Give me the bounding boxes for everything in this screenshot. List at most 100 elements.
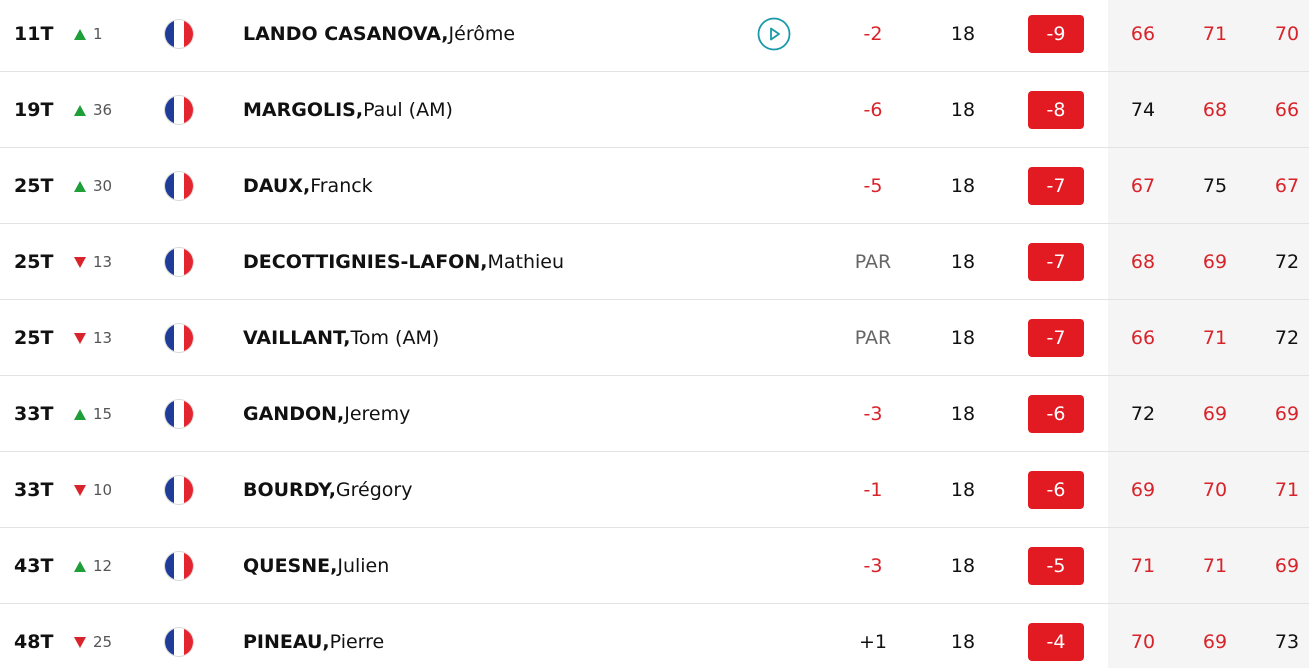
movement-count: 36 bbox=[93, 101, 113, 119]
round-3-score: 69 bbox=[1274, 403, 1300, 425]
table-row[interactable]: 33T 15 GANDON, Jeremy -3 18 -6 72 69 69 bbox=[0, 376, 1309, 452]
round-1-score: 69 bbox=[1130, 479, 1156, 501]
player-name[interactable]: BOURDY, Grégory bbox=[243, 452, 763, 528]
total-score-badge: -7 bbox=[1028, 319, 1084, 357]
position: 25T bbox=[14, 175, 54, 197]
player-name[interactable]: PINEAU, Pierre bbox=[243, 604, 763, 668]
movement-count: 13 bbox=[93, 253, 113, 271]
holes-thru: 18 bbox=[950, 251, 976, 273]
table-row[interactable]: 11T 1 LANDO CASANOVA, Jérôme -2 18 -9 66… bbox=[0, 0, 1309, 72]
table-row[interactable]: 43T 12 QUESNE, Julien -3 18 -5 71 71 69 bbox=[0, 528, 1309, 604]
player-last-name: DECOTTIGNIES-LAFON, bbox=[243, 251, 488, 273]
player-first-name: Julien bbox=[337, 555, 390, 577]
player-last-name: PINEAU, bbox=[243, 631, 330, 653]
round-1-score: 67 bbox=[1130, 175, 1156, 197]
france-flag-icon bbox=[165, 552, 193, 580]
round-2-score: 71 bbox=[1202, 23, 1228, 45]
today-score: -5 bbox=[863, 175, 883, 197]
player-name[interactable]: LANDO CASANOVA, Jérôme bbox=[243, 0, 763, 72]
country-flag bbox=[163, 528, 195, 604]
position: 25T bbox=[14, 327, 54, 349]
movement-count: 12 bbox=[93, 557, 113, 575]
today-score: -3 bbox=[863, 555, 883, 577]
country-flag bbox=[163, 604, 195, 668]
player-first-name: Tom (AM) bbox=[350, 327, 440, 349]
position: 11T bbox=[14, 23, 54, 45]
total-score-badge: -5 bbox=[1028, 547, 1084, 585]
total-score: -6 bbox=[1028, 452, 1084, 528]
total-score: -8 bbox=[1028, 72, 1084, 148]
position-movement: 15 bbox=[74, 376, 134, 452]
player-last-name: MARGOLIS, bbox=[243, 99, 364, 121]
position-movement: 12 bbox=[74, 528, 134, 604]
movement-count: 13 bbox=[93, 329, 113, 347]
round-2-score: 68 bbox=[1202, 99, 1228, 121]
position: 19T bbox=[14, 99, 54, 121]
today-score: -2 bbox=[863, 23, 883, 45]
arrow-up-icon bbox=[74, 408, 86, 420]
table-row[interactable]: 19T 36 MARGOLIS, Paul (AM) -6 18 -8 74 6… bbox=[0, 72, 1309, 148]
player-first-name: Grégory bbox=[335, 479, 413, 501]
round-2-score: 71 bbox=[1202, 555, 1228, 577]
country-flag bbox=[163, 376, 195, 452]
table-row[interactable]: 33T 10 BOURDY, Grégory -1 18 -6 69 70 71 bbox=[0, 452, 1309, 528]
video-button[interactable] bbox=[756, 0, 792, 72]
table-row[interactable]: 25T 30 DAUX, Franck -5 18 -7 67 75 67 bbox=[0, 148, 1309, 224]
round-2-score: 70 bbox=[1202, 479, 1228, 501]
today-score: -6 bbox=[863, 99, 883, 121]
table-row[interactable]: 25T 13 VAILLANT, Tom (AM) PAR 18 -7 66 7… bbox=[0, 300, 1309, 376]
total-score-badge: -6 bbox=[1028, 471, 1084, 509]
player-name[interactable]: VAILLANT, Tom (AM) bbox=[243, 300, 763, 376]
movement-count: 1 bbox=[93, 25, 103, 43]
today-score: -3 bbox=[863, 403, 883, 425]
round-2-score: 69 bbox=[1202, 251, 1228, 273]
player-last-name: BOURDY, bbox=[243, 479, 336, 501]
arrow-up-icon bbox=[74, 560, 86, 572]
player-last-name: DAUX, bbox=[243, 175, 311, 197]
round-3-score: 69 bbox=[1274, 555, 1300, 577]
arrow-up-icon bbox=[74, 28, 86, 40]
total-score: -6 bbox=[1028, 376, 1084, 452]
arrow-up-icon bbox=[74, 180, 86, 192]
player-name[interactable]: GANDON, Jeremy bbox=[243, 376, 763, 452]
position: 25T bbox=[14, 251, 54, 273]
player-last-name: VAILLANT, bbox=[243, 327, 351, 349]
round-3-score: 72 bbox=[1274, 327, 1300, 349]
round-2-score: 71 bbox=[1202, 327, 1228, 349]
round-scores-column-background bbox=[1108, 0, 1309, 668]
holes-thru: 18 bbox=[950, 479, 976, 501]
position-movement: 10 bbox=[74, 452, 134, 528]
position: 33T bbox=[14, 479, 54, 501]
player-first-name: Jérôme bbox=[448, 23, 516, 45]
country-flag bbox=[163, 452, 195, 528]
total-score: -7 bbox=[1028, 300, 1084, 376]
position-movement: 36 bbox=[74, 72, 134, 148]
table-row[interactable]: 48T 25 PINEAU, Pierre +1 18 -4 70 69 73 bbox=[0, 604, 1309, 668]
position-movement: 13 bbox=[74, 224, 134, 300]
total-score: -9 bbox=[1028, 0, 1084, 72]
player-first-name: Pierre bbox=[329, 631, 385, 653]
position-movement: 1 bbox=[74, 0, 134, 72]
table-row[interactable]: 25T 13 DECOTTIGNIES-LAFON, Mathieu PAR 1… bbox=[0, 224, 1309, 300]
player-name[interactable]: MARGOLIS, Paul (AM) bbox=[243, 72, 763, 148]
holes-thru: 18 bbox=[950, 99, 976, 121]
country-flag bbox=[163, 148, 195, 224]
round-3-score: 66 bbox=[1274, 99, 1300, 121]
arrow-up-icon bbox=[74, 104, 86, 116]
player-first-name: Jeremy bbox=[344, 403, 411, 425]
total-score-badge: -4 bbox=[1028, 623, 1084, 661]
round-1-score: 66 bbox=[1130, 327, 1156, 349]
holes-thru: 18 bbox=[950, 631, 976, 653]
france-flag-icon bbox=[165, 248, 193, 276]
position-movement: 30 bbox=[74, 148, 134, 224]
position: 33T bbox=[14, 403, 54, 425]
total-score: -4 bbox=[1028, 604, 1084, 668]
player-name[interactable]: QUESNE, Julien bbox=[243, 528, 763, 604]
movement-count: 10 bbox=[93, 481, 113, 499]
movement-count: 30 bbox=[93, 177, 113, 195]
player-name[interactable]: DAUX, Franck bbox=[243, 148, 763, 224]
round-1-score: 72 bbox=[1130, 403, 1156, 425]
country-flag bbox=[163, 224, 195, 300]
player-name[interactable]: DECOTTIGNIES-LAFON, Mathieu bbox=[243, 224, 763, 300]
france-flag-icon bbox=[165, 400, 193, 428]
